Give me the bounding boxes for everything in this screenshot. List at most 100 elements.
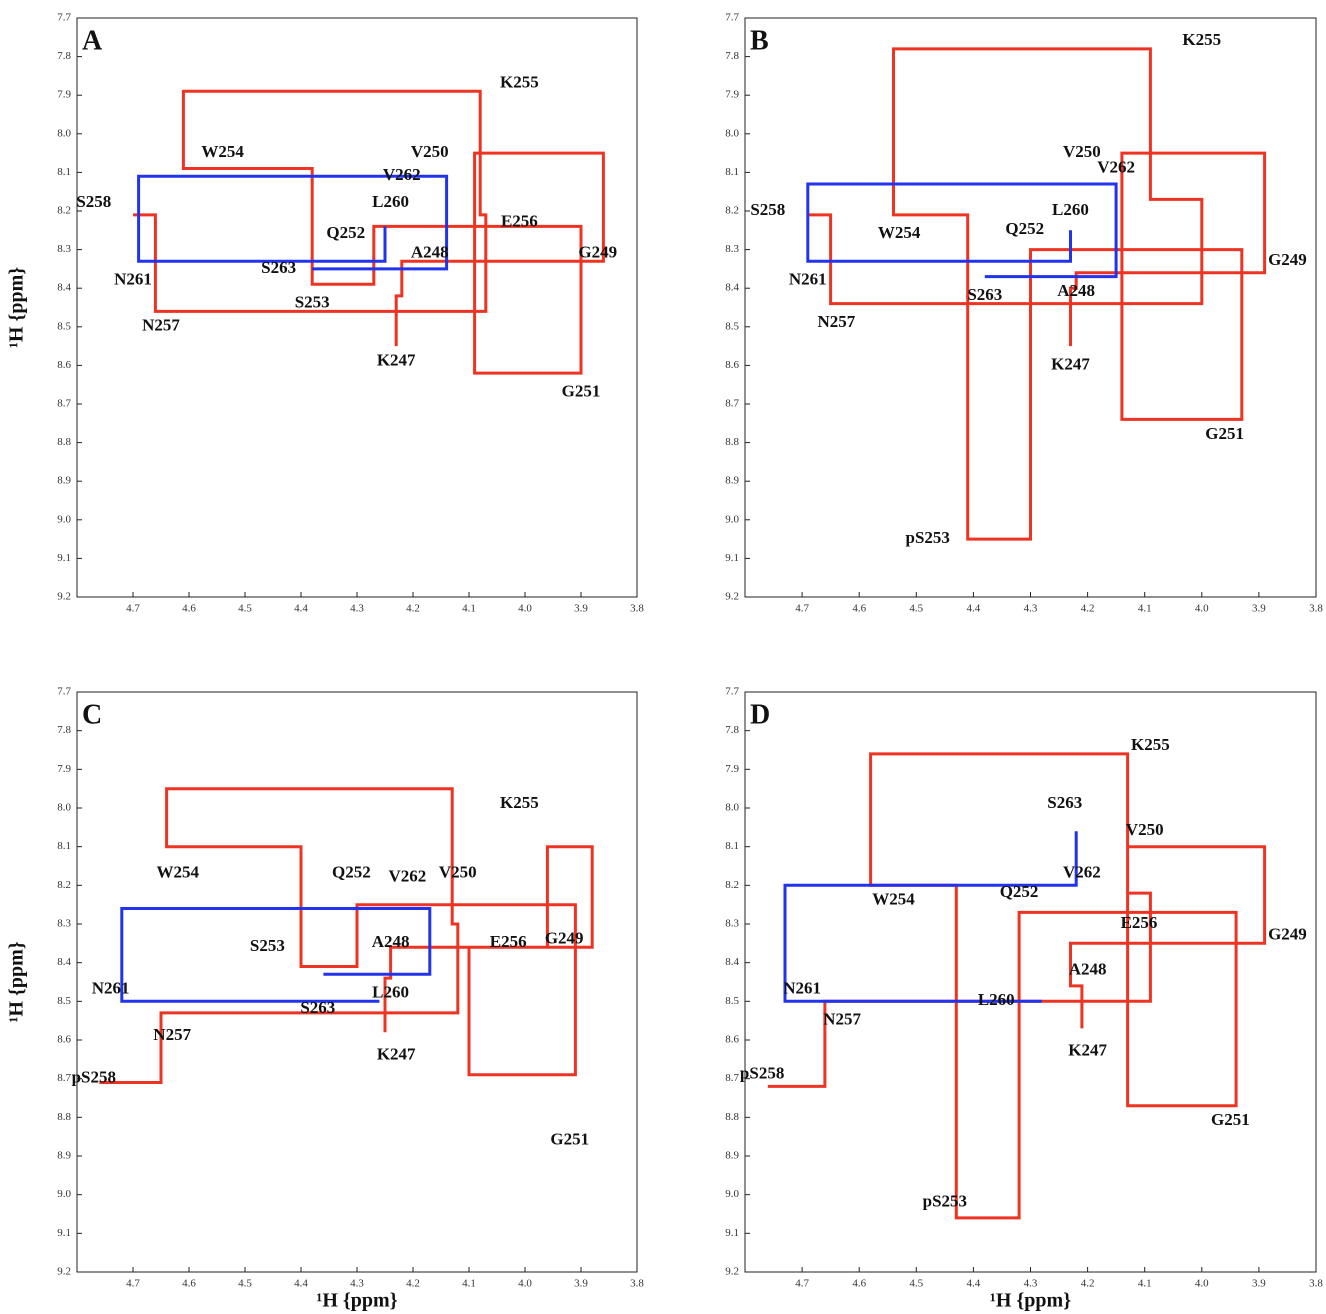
residue-label: E256	[501, 211, 538, 230]
residue-label: E256	[490, 932, 527, 951]
figure: 4.7 4.6 4.5 4.4 4.3 4.2 4.1 4.0 3.9 3.8 7.7 7.8 7.9 8…	[0, 0, 1326, 1314]
y-tick-label: 9.1	[57, 552, 71, 564]
residue-label: L260	[1052, 200, 1089, 219]
residue-label: K255	[1182, 30, 1221, 49]
y-tick-label: 7.8	[57, 724, 71, 736]
y-tick-label: 8.8	[57, 1111, 71, 1123]
y-tick-label: 9.1	[725, 1227, 739, 1239]
y-tick-label: 8.2	[57, 879, 71, 891]
y-tick-label: 8.2	[725, 879, 739, 891]
residue-label: Q252	[1005, 219, 1044, 238]
walk-line	[768, 754, 1265, 1218]
y-tick-label: 8.1	[57, 166, 71, 178]
residue-label: G249	[545, 928, 584, 947]
x-tick-label: 4.5	[909, 1278, 923, 1290]
walk-line	[133, 91, 603, 373]
y-tick-label: 9.0	[57, 513, 71, 525]
x-tick-label: 4.1	[1138, 1278, 1152, 1290]
x-tick-label: 3.8	[1309, 1278, 1323, 1290]
residue-label: A248	[1069, 959, 1107, 978]
residue-label: L260	[372, 983, 409, 1002]
x-tick-label: 3.8	[630, 603, 644, 615]
residue-label: Q252	[1000, 882, 1039, 901]
y-tick-label: 8.5	[57, 320, 71, 332]
panel-label: C	[82, 699, 102, 730]
residue-label: N261	[92, 979, 130, 998]
residue-label: A248	[1057, 281, 1095, 300]
residue-label: V262	[383, 165, 421, 184]
residue-label: S258	[750, 200, 785, 219]
residue-label: V250	[439, 863, 477, 882]
y-tick-label: 8.6	[57, 359, 71, 371]
residue-label: K255	[1131, 735, 1170, 754]
y-tick-label: 8.0	[725, 802, 739, 814]
residue-label: N257	[823, 1010, 861, 1029]
x-tick-label: 4.7	[795, 603, 809, 615]
y-tick-label: 8.1	[57, 840, 71, 852]
residue-label: V262	[1063, 863, 1101, 882]
x-tick-label: 4.4	[967, 1278, 981, 1290]
panel-label: B	[750, 25, 769, 56]
y-tick-label: 8.6	[57, 1034, 71, 1046]
y-tick-label: 8.4	[57, 282, 71, 294]
residue-label: K247	[377, 1044, 416, 1063]
y-tick-label: 8.1	[725, 166, 739, 178]
x-tick-label: 4.4	[294, 603, 308, 615]
x-tick-label: 4.7	[795, 1278, 809, 1290]
y-tick-label: 8.8	[725, 436, 739, 448]
residue-label: N261	[789, 269, 827, 288]
x-tick-label: 4.4	[967, 603, 981, 615]
y-tick-label: 8.9	[725, 1150, 739, 1162]
residue-label: N257	[817, 312, 855, 331]
residue-label: pS253	[923, 1191, 967, 1210]
x-tick-label: 4.2	[406, 1278, 420, 1290]
y-tick-label: 9.0	[57, 1188, 71, 1200]
walk-line	[139, 176, 447, 269]
x-tick-label: 4.6	[182, 603, 196, 615]
y-tick-label: 9.2	[57, 1266, 71, 1278]
y-tick-label: 8.6	[725, 359, 739, 371]
y-tick-label: 8.4	[725, 956, 739, 968]
y-tick-label: 8.4	[57, 956, 71, 968]
y-tick-label: 8.5	[725, 320, 739, 332]
x-axis-label: ¹H {ppm}	[316, 1290, 397, 1312]
residue-label: V250	[1126, 820, 1164, 839]
walk-line	[808, 49, 1265, 539]
residue-label: W254	[872, 890, 915, 909]
residue-label: G251	[550, 1129, 589, 1148]
residue-label: V262	[1097, 157, 1135, 176]
x-tick-label: 4.3	[350, 603, 364, 615]
y-tick-label: 9.2	[725, 1266, 739, 1278]
panel-label: A	[82, 25, 103, 56]
y-tick-label: 7.8	[725, 724, 739, 736]
y-tick-label: 8.7	[57, 1072, 71, 1084]
y-tick-label: 9.0	[725, 1188, 739, 1200]
y-tick-label: 7.9	[725, 89, 739, 101]
residue-label: N257	[153, 1025, 191, 1044]
residue-label: G249	[1268, 925, 1307, 944]
residue-label: K247	[1068, 1041, 1107, 1060]
residue-label: S263	[1047, 793, 1082, 812]
residue-label: K255	[500, 793, 539, 812]
y-tick-label: 8.9	[57, 475, 71, 487]
residue-label: K247	[1051, 354, 1090, 373]
x-tick-label: 4.0	[1195, 1278, 1209, 1290]
y-tick-label: 9.2	[57, 591, 71, 603]
y-tick-label: 8.6	[725, 1034, 739, 1046]
x-tick-label: 4.3	[350, 1278, 364, 1290]
walk-line	[808, 184, 1116, 277]
y-tick-label: 8.7	[725, 398, 739, 410]
x-tick-label: 4.7	[126, 603, 140, 615]
x-tick-label: 3.8	[1309, 603, 1323, 615]
y-axis-label: ¹H {ppm}	[6, 941, 28, 1022]
residue-label: G251	[1211, 1110, 1250, 1129]
residue-label: S253	[250, 936, 285, 955]
x-tick-label: 3.9	[574, 603, 588, 615]
y-tick-label: 7.8	[725, 50, 739, 62]
residue-label: K247	[377, 350, 416, 369]
y-tick-label: 8.2	[725, 205, 739, 217]
y-tick-label: 8.8	[725, 1111, 739, 1123]
x-tick-label: 4.2	[406, 603, 420, 615]
y-tick-label: 7.7	[725, 12, 739, 24]
y-tick-label: 7.7	[57, 12, 71, 24]
